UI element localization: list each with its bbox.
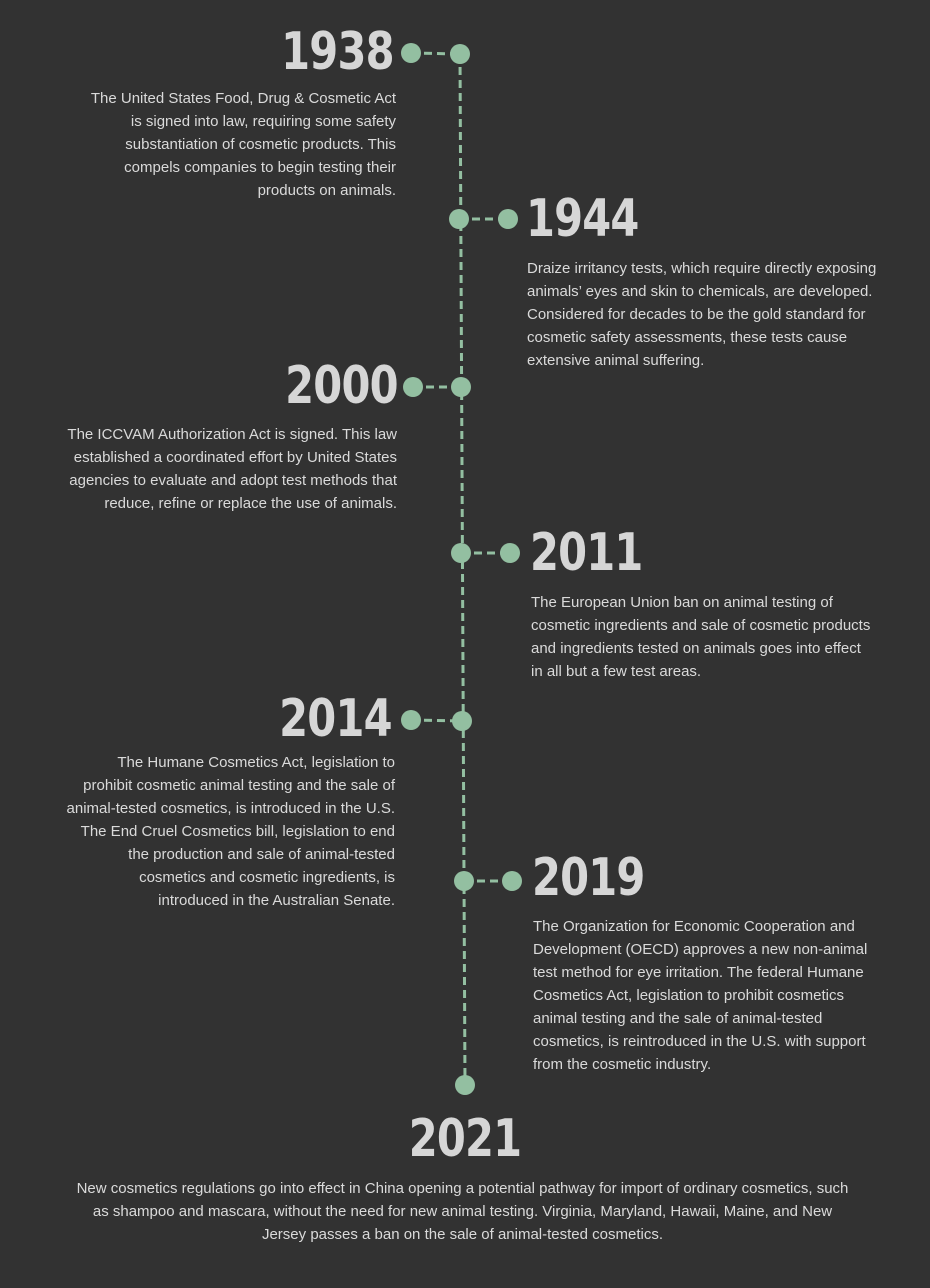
node-1938-spine — [450, 44, 470, 64]
marker-1944 — [449, 209, 518, 229]
marker-2021 — [455, 1075, 475, 1095]
node-1944-spine — [449, 209, 469, 229]
node-2014-spine — [452, 711, 472, 731]
node-2019-spine — [454, 871, 474, 891]
marker-2011 — [451, 543, 520, 563]
event-year-1938: 1938 — [281, 22, 394, 82]
event-year-2014: 2014 — [279, 689, 392, 749]
node-2000-spine — [451, 377, 471, 397]
event-year-2021: 2021 — [408, 1109, 522, 1169]
event-description-1938: The United States Food, Drug & Cosmetic … — [90, 90, 396, 199]
event-description-2014: The Humane Cosmetics Act, legislation to… — [66, 754, 395, 909]
event-year-2011: 2011 — [530, 523, 643, 583]
event-year-2000: 2000 — [285, 356, 398, 416]
event-description-1944: Draize irritancy tests, which require di… — [527, 260, 877, 369]
node-1938-outer — [401, 43, 421, 63]
event-year-1944: 1944 — [526, 189, 639, 249]
event-description-2019: The Organization for Economic Cooperatio… — [533, 918, 868, 1073]
node-2011-spine — [451, 543, 471, 563]
event-year-2019: 2019 — [532, 848, 645, 908]
node-2021-end — [455, 1075, 475, 1095]
timeline-spine — [458, 53, 467, 1086]
marker-2000 — [403, 377, 471, 397]
marker-2019 — [454, 871, 522, 891]
node-2000-outer — [403, 377, 423, 397]
event-description-2021: New cosmetics regulations go into effect… — [76, 1180, 849, 1243]
event-description-2000: The ICCVAM Authorization Act is signed. … — [67, 426, 397, 512]
event-description-2011: The European Union ban on animal testing… — [531, 594, 871, 680]
marker-1938 — [401, 43, 470, 64]
node-1944-outer — [498, 209, 518, 229]
node-2019-outer — [502, 871, 522, 891]
node-2014-outer — [401, 710, 421, 730]
node-2011-outer — [500, 543, 520, 563]
marker-2014 — [401, 710, 472, 731]
